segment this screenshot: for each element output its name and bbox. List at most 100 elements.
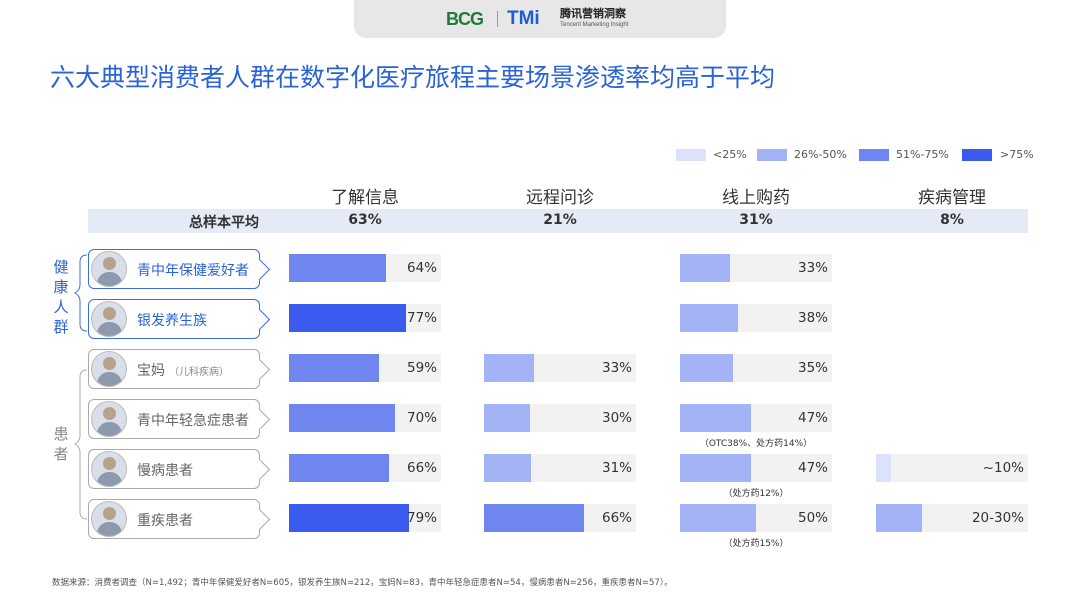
bar — [680, 354, 733, 382]
persona-tag: 青中年轻急症患者 — [88, 399, 271, 439]
data-source-note: 数据来源：消费者调查（N=1,492；青中年保健爱好者N=605，银发养生族N=… — [52, 578, 673, 588]
bar — [680, 304, 738, 332]
tag-arrow-icon — [248, 308, 271, 331]
bar — [876, 454, 891, 482]
bar-value-label: 59% — [406, 360, 437, 376]
tag-arrow-icon — [248, 458, 271, 481]
persona-tag: 重疾患者 — [88, 499, 271, 539]
persona-avatar — [91, 301, 127, 337]
persona-avatar — [91, 501, 127, 537]
avatar-head-shape — [103, 307, 116, 320]
bar — [680, 254, 730, 282]
avatar-body-shape — [97, 522, 122, 536]
tag-arrow-icon — [248, 408, 271, 431]
logo-divider — [497, 11, 498, 27]
legend-swatch — [757, 149, 787, 161]
bar-note: （处方药15%） — [723, 539, 789, 549]
bar-track: 47% — [680, 454, 832, 482]
bar-track: 33% — [484, 354, 636, 382]
average-label: 总样本平均 — [189, 215, 259, 231]
bar-value-label: ~10% — [982, 460, 1024, 476]
bar-track: 77% — [289, 304, 441, 332]
average-value: 63% — [348, 212, 382, 228]
average-value: 31% — [739, 212, 773, 228]
legend-label: <25% — [713, 148, 747, 161]
legend-label: 26%-50% — [794, 148, 847, 161]
bar-value-label: 66% — [601, 510, 632, 526]
persona-avatar — [91, 351, 127, 387]
average-value: 21% — [543, 212, 577, 228]
bar-value-label: 70% — [406, 410, 437, 426]
avatar-head-shape — [103, 457, 116, 470]
persona-avatar — [91, 451, 127, 487]
bar-value-label: 50% — [797, 510, 828, 526]
group-label-patients: 患者 — [51, 424, 71, 464]
tencent-logo-subtext: Tencent Marketing Insight — [560, 22, 629, 28]
tag-arrow-icon — [248, 258, 271, 281]
bar — [680, 404, 751, 432]
persona-tag: 银发养生族 — [88, 299, 271, 339]
bar-value-label: 20-30% — [971, 510, 1024, 526]
tencent-logo-text: 腾讯营销洞察 — [560, 7, 626, 20]
persona-name: 重疾患者 — [137, 513, 193, 529]
bracket-healthy — [74, 254, 88, 332]
bar-track: 35% — [680, 354, 832, 382]
bar-track: ~10% — [876, 454, 1028, 482]
bar — [289, 504, 409, 532]
persona-name: 慢病患者 — [137, 463, 193, 479]
avatar-body-shape — [97, 272, 122, 286]
page-title: 六大典型消费者人群在数字化医疗旅程主要场景渗透率均高于平均 — [50, 63, 776, 92]
persona-tag: 宝妈 （儿科疾病） — [88, 349, 271, 389]
persona-name: 宝妈 （儿科疾病） — [137, 363, 229, 379]
bar — [289, 254, 386, 282]
column-header: 线上购药 — [722, 188, 790, 208]
bar-track: 59% — [289, 354, 441, 382]
persona-name: 青中年保健爱好者 — [137, 263, 249, 279]
bar-value-label: 35% — [797, 360, 828, 376]
legend-label: >75% — [1000, 148, 1034, 161]
bar-value-label: 77% — [406, 310, 437, 326]
legend-label: 51%-75% — [896, 148, 949, 161]
group-label-char: 康 — [53, 278, 69, 296]
bar — [484, 404, 530, 432]
bar-track: 64% — [289, 254, 441, 282]
bar-value-label: 30% — [601, 410, 632, 426]
bar — [680, 504, 756, 532]
tag-arrow-icon — [248, 508, 271, 531]
group-label-char: 人 — [53, 298, 69, 316]
persona-subtitle: （儿科疾病） — [169, 367, 229, 378]
column-header: 远程问诊 — [526, 188, 594, 208]
average-band — [88, 209, 1028, 233]
legend-swatch — [676, 149, 706, 161]
bar — [876, 504, 922, 532]
avatar-head-shape — [103, 507, 116, 520]
bar-value-label: 47% — [797, 460, 828, 476]
average-value: 8% — [940, 212, 964, 228]
bar — [289, 304, 406, 332]
group-label-char: 者 — [53, 445, 69, 463]
column-header: 疾病管理 — [918, 188, 986, 208]
bracket-patients — [74, 369, 88, 520]
bar-note: （处方药12%） — [723, 489, 789, 499]
avatar-body-shape — [97, 472, 122, 486]
persona-name: 银发养生族 — [137, 313, 207, 329]
logo-bar: BCG TMi 腾讯营销洞察 Tencent Marketing Insight — [354, 0, 726, 38]
bar-track: 38% — [680, 304, 832, 332]
column-header: 了解信息 — [331, 188, 399, 208]
bar — [484, 454, 531, 482]
legend-swatch — [962, 149, 992, 161]
bcg-logo: BCG — [446, 9, 484, 29]
bar — [289, 354, 379, 382]
bar-track: 79% — [289, 504, 441, 532]
bar-note: （OTC38%、处方药14%） — [699, 439, 813, 449]
avatar-head-shape — [103, 407, 116, 420]
bar — [484, 504, 584, 532]
group-label-char: 健 — [53, 258, 69, 276]
bar-value-label: 31% — [601, 460, 632, 476]
group-label-char: 群 — [53, 318, 69, 336]
persona-name: 青中年轻急症患者 — [137, 413, 249, 429]
bar — [289, 454, 389, 482]
bar-track: 30% — [484, 404, 636, 432]
bar-value-label: 33% — [797, 260, 828, 276]
bar-value-label: 38% — [797, 310, 828, 326]
